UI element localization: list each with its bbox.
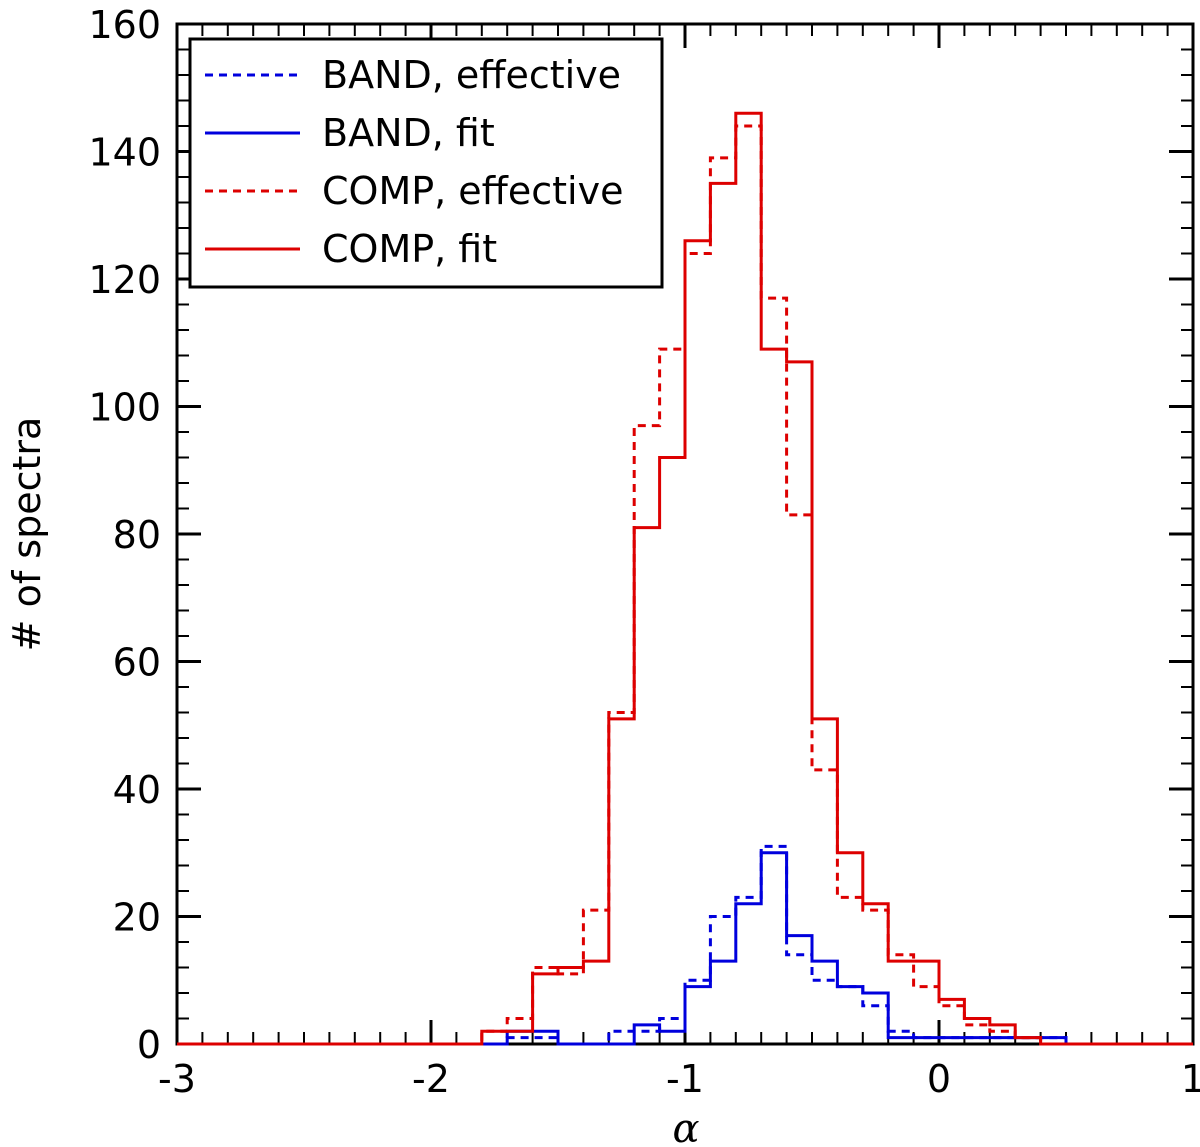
y-tick-label: 140 (88, 131, 161, 175)
y-tick-labels: 0 20 40 60 80 100 120 140 160 (88, 3, 161, 1067)
y-tick-label: 100 (88, 386, 161, 430)
x-axis-label: α (672, 1106, 699, 1147)
y-tick-label: 80 (113, 513, 161, 557)
x-tick-label: -2 (412, 1057, 450, 1101)
y-axis-label: # of spectra (5, 417, 49, 652)
x-tick-label: -1 (666, 1057, 704, 1101)
legend-label: BAND, fit (322, 111, 495, 155)
histogram-series (177, 111, 1193, 1046)
x-tick-labels: -3 -2 -1 0 1 (158, 1057, 1200, 1101)
legend-label: BAND, effective (322, 53, 621, 97)
series-comp-fit (177, 111, 1193, 1046)
series-band-fit (177, 851, 1193, 1046)
x-tick-label: 0 (927, 1057, 951, 1101)
y-tick-label: 0 (137, 1023, 161, 1067)
legend-label: COMP, fit (322, 227, 497, 271)
x-tick-label: -3 (158, 1057, 196, 1101)
y-tick-label: 120 (88, 258, 161, 302)
y-tick-label: 60 (113, 641, 161, 685)
legend: BAND, effective BAND, fit COMP, effective C… (188, 37, 664, 289)
y-tick-label: 20 (113, 896, 161, 940)
legend-label: COMP, effective (322, 169, 623, 213)
x-tick-label: 1 (1181, 1057, 1200, 1101)
legend-box (188, 37, 664, 289)
y-tick-label: 160 (88, 3, 161, 47)
y-tick-label: 40 (113, 768, 161, 812)
